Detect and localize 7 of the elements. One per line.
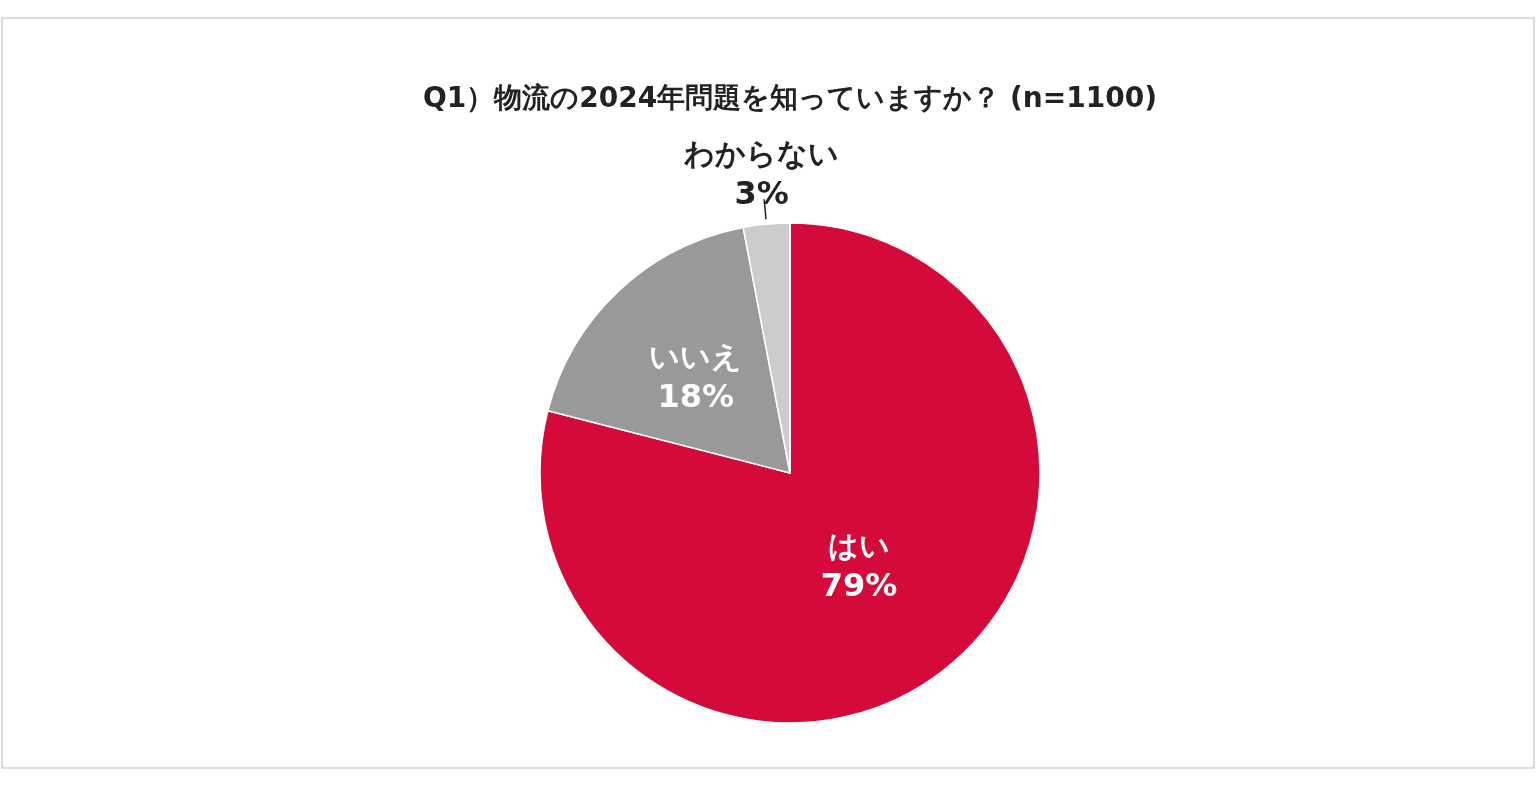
slice-label: はい <box>827 527 890 563</box>
chart-title: Q1）物流の2024年問題を知っていますか？ (n=1100) <box>423 81 1157 114</box>
slice-label: いいえ <box>649 338 743 374</box>
data-label: 18% <box>657 376 735 415</box>
slice-label: わからない <box>684 136 840 172</box>
data-label: 3% <box>734 174 789 213</box>
data-label: 79% <box>820 565 898 604</box>
